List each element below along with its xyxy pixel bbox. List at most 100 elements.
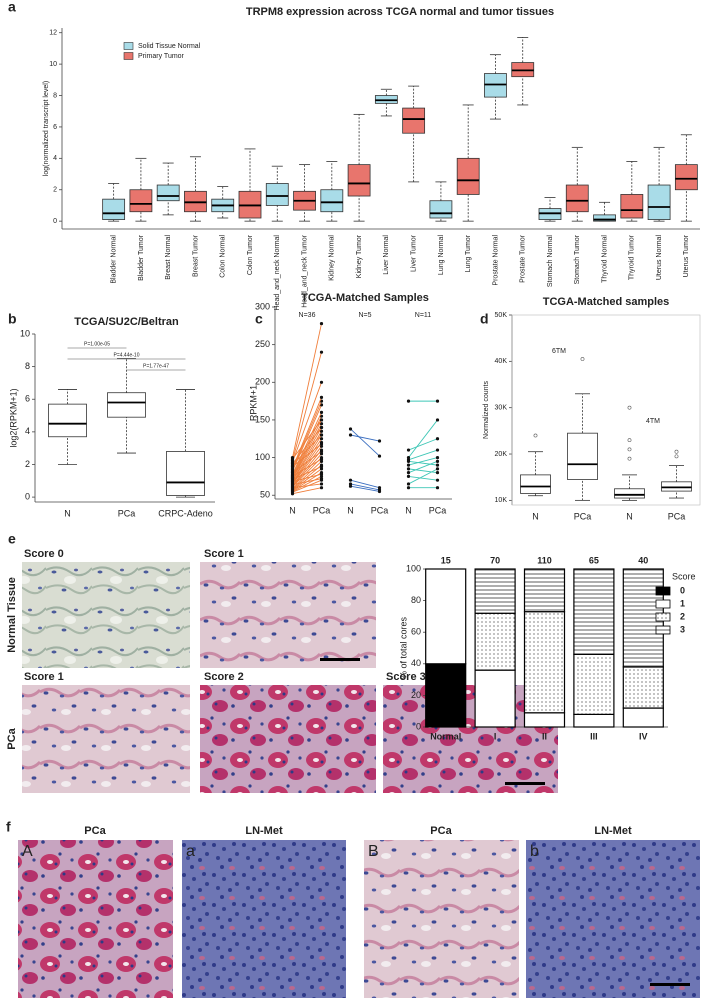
y-tick-label: 4 [25,426,30,436]
point [348,478,353,482]
box [402,107,426,134]
box [647,184,671,220]
pair-line [408,468,438,474]
bar-segment [425,568,467,665]
x-tick-label: Normal [430,731,461,741]
point [435,478,440,482]
y-tick-label: 2 [53,187,57,194]
box [614,488,645,499]
x-tick-label: Bladder Normal [110,235,117,284]
y-tick-label: 100 [255,452,270,462]
micrograph [22,562,190,668]
point [435,399,440,403]
pair-line [292,466,322,480]
y-tick-label: 80 [411,595,421,605]
bar-segment [573,653,615,715]
pair-line [408,475,438,481]
outlier [627,447,632,452]
point [406,455,411,460]
point [319,467,324,471]
annotation: 6TM [552,348,566,355]
point [319,321,324,326]
legend-swatch [655,586,671,596]
legend-swatch [655,625,671,635]
box [620,194,644,219]
y-tick-label: 10 [20,328,30,338]
box [265,183,289,206]
micrograph-title: PCa [430,825,452,837]
micrograph-title: PCa [84,825,106,837]
y-axis-label: log2(RPKM+1) [8,388,18,447]
outlier [533,433,538,438]
legend-label: Primary Tumor [138,53,185,60]
bar-segment [573,568,615,655]
point [406,463,411,467]
legend-label: 1 [680,598,685,608]
legend-label: 0 [680,585,685,595]
legend-label: 2 [680,611,685,621]
point [435,463,440,467]
box [320,189,344,213]
point [435,418,440,422]
y-tick-label: 60 [411,627,421,637]
pair-line [292,427,322,464]
point [406,482,411,486]
bar-segment [425,663,467,728]
x-tick-label: Stomach Normal [547,235,554,288]
y-tick-label: 200 [255,377,270,387]
y-tick-label: 50K [495,312,508,319]
point [377,439,382,443]
point [319,350,324,354]
point [319,442,324,446]
x-tick-label: N [64,508,71,518]
y-tick-label: 0 [416,721,421,731]
legend-title: Score [672,571,696,581]
point [319,477,324,481]
pair-line [408,419,438,458]
point [348,427,353,431]
p-value: P=4.44e-10 [114,352,140,358]
point [319,444,324,448]
point [406,486,411,490]
point [406,471,411,475]
point [435,486,440,490]
y-axis-label: % of total cores [398,616,408,679]
pair-line [408,468,438,485]
x-tick-label: PCa [429,505,447,515]
x-tick-label: CRPC-Adeno [158,508,213,518]
point [319,429,324,433]
box [565,184,589,213]
box [166,451,205,496]
pair-line [292,438,322,483]
point [377,486,382,490]
y-axis-label: log(normalized transcript level) [43,81,50,176]
micrograph-title: Score 2 [204,671,244,683]
panel-letter: e [8,531,16,547]
x-tick-label: Kidney Tumor [356,234,363,278]
x-tick-label: III [590,731,598,741]
x-tick-label: Kidney Normal [329,235,336,281]
point [319,486,324,490]
y-tick-label: 30K [495,405,508,412]
panel-letter: c [255,311,263,327]
point [290,455,295,460]
x-tick-label: IV [639,731,648,741]
micrograph [200,685,376,793]
x-tick-label: Breast Tumor [192,234,199,277]
pair-line [292,483,322,489]
point [435,459,440,463]
x-tick-label: I [494,731,497,741]
pair-line [292,427,322,479]
x-tick-label: Head_and_neck Normal [274,235,281,311]
micrograph-title: Score 1 [204,548,244,560]
point [319,437,324,441]
point [319,380,324,384]
x-tick-label: Head_and_neck Tumor [301,234,308,307]
pair-line [350,428,380,457]
point [406,448,411,452]
point [406,467,411,471]
micrograph-title: LN-Met [245,825,283,837]
y-tick-label: 12 [49,30,57,37]
y-tick-label: 0 [25,491,30,501]
bar-segment [573,713,615,728]
